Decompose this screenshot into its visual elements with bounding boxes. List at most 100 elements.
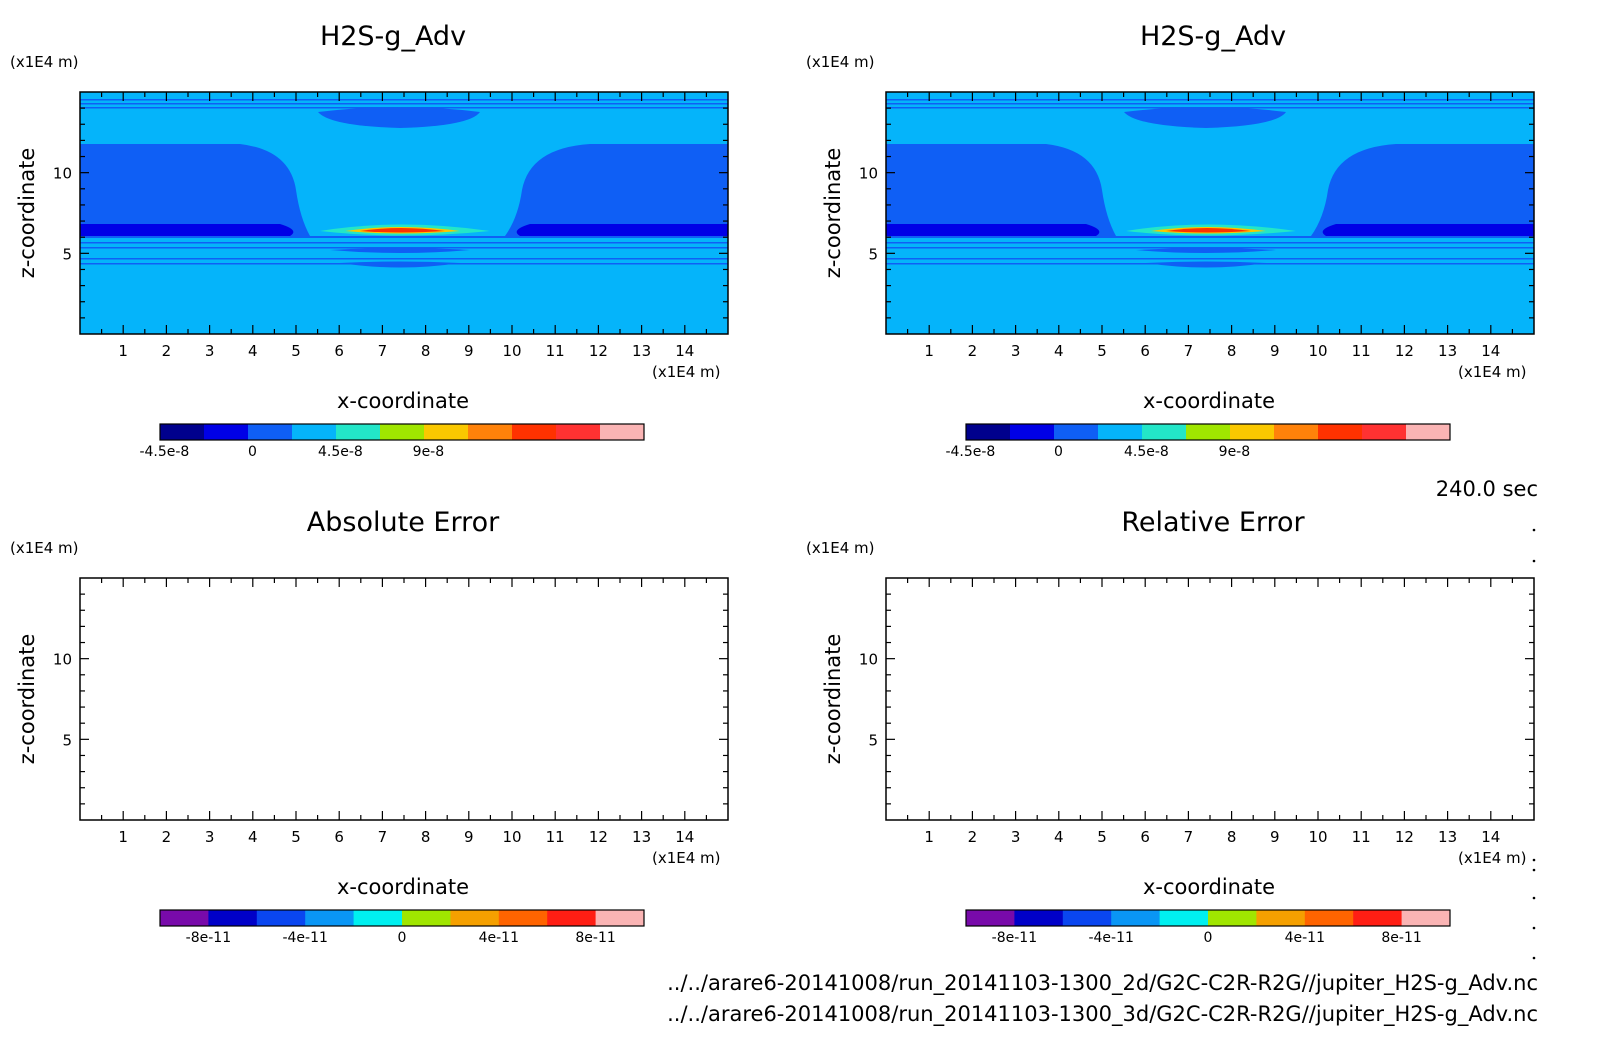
colorbar-swatch <box>160 910 209 926</box>
panel-title: Absolute Error <box>307 507 500 538</box>
colorbar-tick-label: 4.5e-8 <box>1124 444 1169 460</box>
x-tick-label: 13 <box>1438 828 1457 846</box>
colorbar-swatch <box>1230 424 1275 440</box>
colorbar-swatch <box>1362 424 1407 440</box>
y-tick-label: 10 <box>859 651 878 669</box>
heatmap-field <box>886 578 1534 820</box>
heatmap-field <box>80 578 728 820</box>
x-tick-label: 3 <box>205 342 215 360</box>
colorbar-swatch <box>204 424 249 440</box>
colorbar-tick-label: 4.5e-8 <box>318 444 363 460</box>
colorbar-swatch <box>1353 910 1403 926</box>
colorbar-swatch <box>1014 910 1064 926</box>
x-tick-label: 9 <box>464 342 474 360</box>
x-tick-label: 10 <box>502 828 521 846</box>
y-axis-label: z-coordinate <box>821 634 845 765</box>
y-tick-label: 5 <box>868 245 878 263</box>
x-tick-label: 11 <box>546 342 565 360</box>
colorbar-swatch <box>966 424 1011 440</box>
x-tick-label: 14 <box>1481 828 1500 846</box>
marker-dots <box>1532 528 1536 960</box>
x-tick-label: 1 <box>118 342 128 360</box>
x-tick-label: 2 <box>968 828 978 846</box>
colorbar-tick-label: -4e-11 <box>282 930 327 946</box>
colorbar-swatch <box>1111 910 1161 926</box>
x-tick-label: 4 <box>1054 342 1064 360</box>
x-tick-label: 2 <box>162 828 172 846</box>
colorbar-tick-label: 0 <box>1054 444 1063 460</box>
colorbar-tick-label: 8e-11 <box>575 930 615 946</box>
x-tick-label: 4 <box>1054 828 1064 846</box>
x-tick-label: 1 <box>924 828 934 846</box>
colorbar: -4.5e-8 0 4.5e-8 9e-8 <box>945 423 1451 460</box>
x-axis-label: x-coordinate <box>337 875 469 899</box>
colorbar-tick-label: -8e-11 <box>186 930 231 946</box>
x-tick-label: 10 <box>1308 342 1327 360</box>
x-tick-label: 11 <box>546 828 565 846</box>
heatmap-field <box>80 92 728 334</box>
x-tick-label: 9 <box>1270 342 1280 360</box>
colorbar-tick-label: 4e-11 <box>479 930 519 946</box>
y-tick-label: 10 <box>53 165 72 183</box>
colorbar-tick-label: 9e-8 <box>413 444 444 460</box>
y-axis-label: z-coordinate <box>821 148 845 279</box>
colorbar-swatch <box>402 910 451 926</box>
x-tick-label: 7 <box>378 828 388 846</box>
colorbar-swatch <box>248 424 293 440</box>
y-tick-label: 5 <box>62 245 72 263</box>
x-tick-label: 3 <box>1011 828 1021 846</box>
colorbar-swatch <box>1256 910 1306 926</box>
colorbar-swatch <box>1304 910 1354 926</box>
colorbar-swatch <box>1318 424 1363 440</box>
colorbar-tick-label: -4.5e-8 <box>139 444 189 460</box>
colorbar-swatch <box>498 910 548 926</box>
footer-path-2d: ../../arare6-20141008/run_20141103-1300_… <box>667 971 1538 996</box>
colorbar-swatch <box>1062 910 1112 926</box>
colorbar-swatch <box>1208 910 1257 926</box>
colorbar-tick-label: -4e-11 <box>1088 930 1133 946</box>
colorbar-swatch <box>1054 424 1099 440</box>
y-tick-label: 10 <box>53 651 72 669</box>
x-tick-label: 5 <box>291 342 301 360</box>
x-tick-label: 14 <box>675 828 694 846</box>
y-tick-label: 5 <box>868 731 878 749</box>
colorbar-swatch <box>556 424 601 440</box>
x-tick-label: 8 <box>1227 342 1237 360</box>
x-tick-label: 13 <box>1438 342 1457 360</box>
x-tick-label: 12 <box>589 342 608 360</box>
colorbar-swatch <box>1010 424 1055 440</box>
footer-path-3d: ../../arare6-20141008/run_20141103-1300_… <box>667 1002 1538 1027</box>
colorbar-swatch <box>1186 424 1231 440</box>
colorbar-swatch <box>1401 910 1451 926</box>
x-tick-label: 7 <box>1184 828 1194 846</box>
x-axis-label: x-coordinate <box>1143 389 1275 413</box>
colorbar-swatch <box>380 424 425 440</box>
colorbar-swatch <box>160 424 205 440</box>
panel-title: H2S-g_Adv <box>320 21 466 52</box>
x-tick-label: 6 <box>1140 828 1150 846</box>
colorbar-swatch <box>305 910 355 926</box>
x-unit-label: (x1E4 m) <box>1458 363 1527 381</box>
colorbar-swatch <box>547 910 597 926</box>
y-unit-label: (x1E4 m) <box>10 539 79 557</box>
panel-top-left: H2S-g_Adv (x1E4 m) 1 2 3 4 5 6 7 8 9 10 11 12 13 14 5 <box>10 21 729 460</box>
colorbar-swatch <box>1406 424 1451 440</box>
x-tick-label: 2 <box>968 342 978 360</box>
x-tick-label: 3 <box>205 828 215 846</box>
x-tick-label: 6 <box>1140 342 1150 360</box>
y-unit-label: (x1E4 m) <box>10 53 79 71</box>
panel-top-right: H2S-g_Adv (x1E4 m) 1 2 3 4 5 6 7 8 9 10 11 12 13 14 5 <box>806 21 1535 460</box>
x-tick-label: 11 <box>1352 342 1371 360</box>
y-tick-label: 5 <box>62 731 72 749</box>
x-tick-label: 9 <box>1270 828 1280 846</box>
x-axis: 1 2 3 4 5 6 7 8 9 10 11 12 13 14 <box>100 578 708 846</box>
panel-title: Relative Error <box>1121 507 1305 538</box>
colorbar: -4.5e-8 0 4.5e-8 9e-8 <box>139 423 645 460</box>
colorbar-swatch <box>208 910 258 926</box>
colorbar: -8e-11 -4e-11 0 4e-11 8e-11 <box>159 909 645 946</box>
y-axis-label: z-coordinate <box>15 148 39 279</box>
time-label: 240.0 sec <box>1436 477 1538 501</box>
x-tick-label: 6 <box>334 342 344 360</box>
colorbar-swatch <box>353 910 403 926</box>
y-unit-label: (x1E4 m) <box>806 53 875 71</box>
